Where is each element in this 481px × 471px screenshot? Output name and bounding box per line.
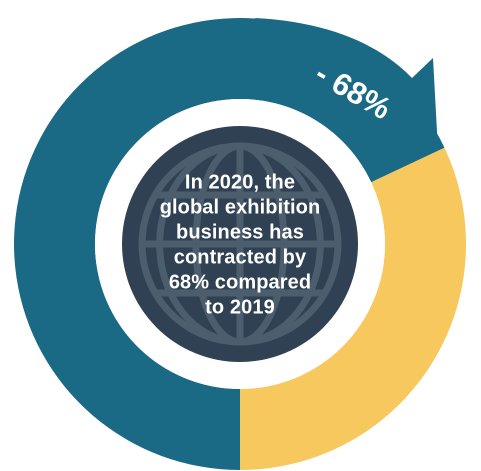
center-text-line-3: business has	[176, 222, 304, 244]
slice-decline-68	[13, 18, 445, 470]
center-text-line-4: contracted by	[174, 247, 307, 269]
center-text-line-6: to 2019	[205, 297, 275, 319]
center-text-line-2: global exhibition	[160, 197, 321, 219]
slice-remaining-32	[240, 147, 466, 471]
arrow-shape	[255, 18, 438, 150]
center-text-line-1: In 2020, the	[185, 172, 295, 194]
center-text: In 2020, the global exhibition business …	[160, 172, 321, 319]
globe-icon	[138, 142, 342, 346]
center-text-line-5: 68% compared	[169, 272, 311, 294]
